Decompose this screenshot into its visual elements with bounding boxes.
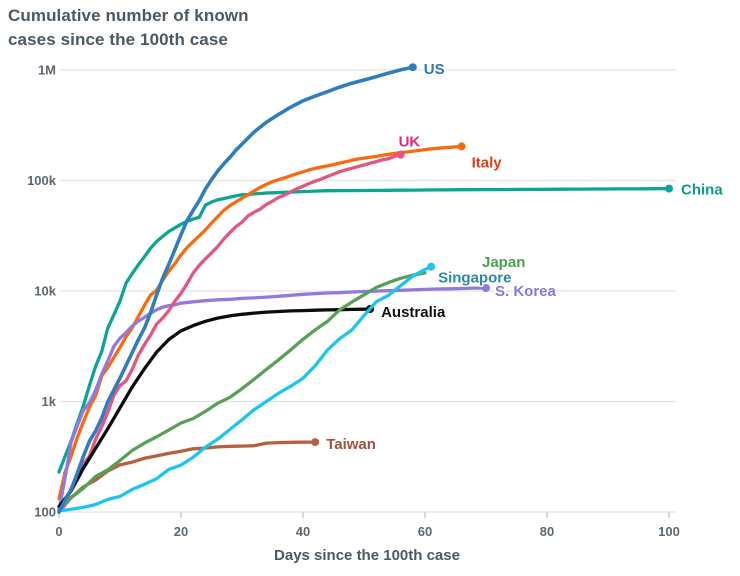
x-tick-label-100: 100 xyxy=(658,524,680,539)
series-line-italy xyxy=(57,144,464,501)
series-label-china: China xyxy=(681,182,723,199)
x-tick-label-20: 20 xyxy=(174,524,188,539)
chart-title: Cumulative number of known cases since t… xyxy=(8,4,348,52)
series-endpoint-taiwan xyxy=(311,438,320,447)
series-label-taiwan: Taiwan xyxy=(326,436,376,453)
x-tick-label-40: 40 xyxy=(296,524,310,539)
x-axis-title: Days since the 100th case xyxy=(274,547,460,564)
series-line-uk xyxy=(57,153,403,514)
series-line-us xyxy=(57,65,415,514)
y-tick-label-100k: 100k xyxy=(27,173,57,188)
series-line-taiwan xyxy=(57,440,317,514)
series-endpoint-singapore xyxy=(427,262,436,271)
y-tick-label-100: 100 xyxy=(34,505,56,520)
chart-title-line2: cases since the 100th case xyxy=(8,30,228,50)
series-label-singapore: Singapore xyxy=(438,270,511,287)
x-tick-label-80: 80 xyxy=(540,524,554,539)
series-label-australia: Australia xyxy=(381,304,446,321)
series-endpoint-china xyxy=(665,184,673,193)
series-endpoint-us xyxy=(408,63,417,72)
series-endpoint-italy xyxy=(457,142,466,151)
series-line-singapore xyxy=(57,265,433,513)
series-line-china xyxy=(57,186,671,474)
x-tick-label-0: 0 xyxy=(55,524,62,539)
series-label-uk: UK xyxy=(399,134,421,151)
series-line-japan xyxy=(57,271,427,512)
series-label-us: US xyxy=(424,61,445,78)
x-tick-label-60: 60 xyxy=(418,524,432,539)
y-tick-label-1k: 1k xyxy=(42,394,57,409)
chart-title-line1: Cumulative number of known xyxy=(8,6,249,25)
y-tick-label-1M: 1M xyxy=(38,63,56,78)
series-label-japan: Japan xyxy=(482,254,525,271)
series-endpoint-uk xyxy=(396,150,405,159)
y-tick-label-10k: 10k xyxy=(34,284,56,299)
series-label-s-korea: S. Korea xyxy=(495,283,557,300)
series-line-australia xyxy=(57,307,372,509)
series-endpoint-s-korea xyxy=(482,284,490,292)
series-label-italy: Italy xyxy=(472,154,503,171)
